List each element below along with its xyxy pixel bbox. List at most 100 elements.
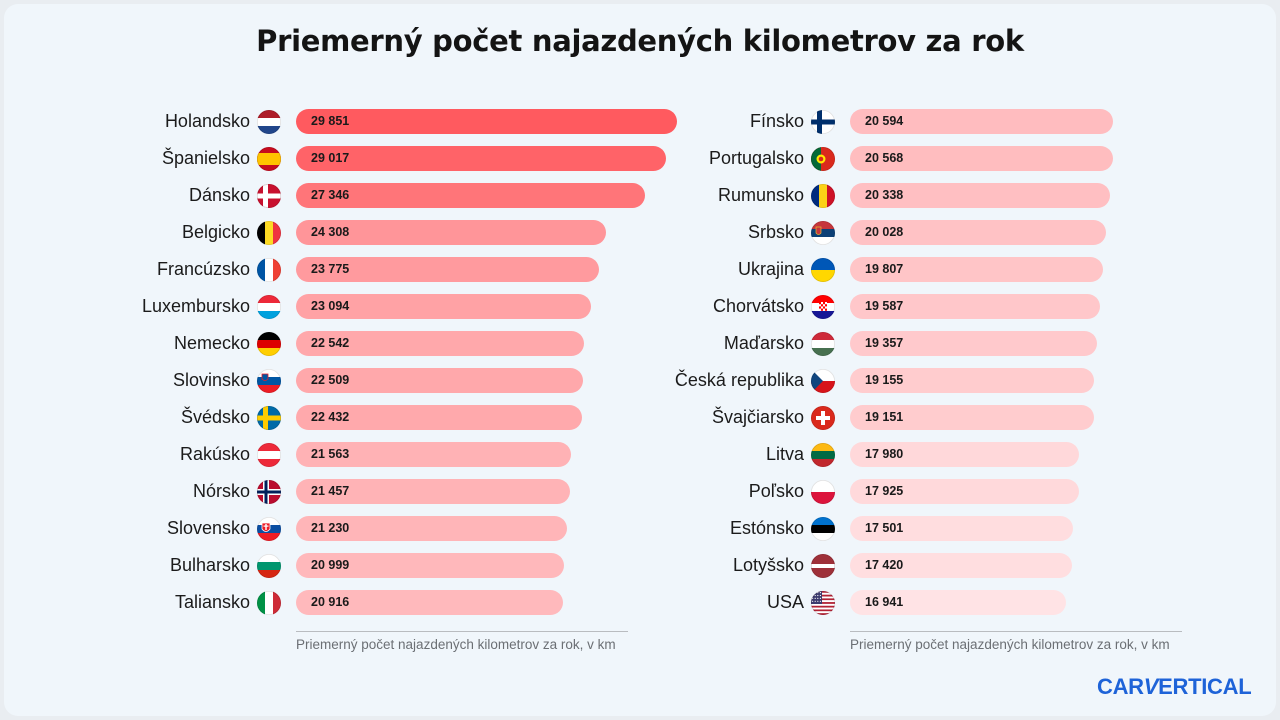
bar-value-label: 20 568 — [865, 151, 904, 165]
bar: 17 980 — [850, 442, 1079, 467]
bar: 29 851 — [296, 109, 677, 134]
bar-value-label: 19 151 — [865, 410, 904, 424]
country-label: Ukrajina — [737, 259, 804, 279]
at-flag-icon — [256, 442, 282, 468]
bar: 21 230 — [296, 516, 567, 541]
country-label: Rakúsko — [179, 444, 250, 464]
bar: 20 568 — [850, 146, 1113, 171]
bar: 21 457 — [296, 479, 570, 504]
bar-value-label: 17 980 — [865, 447, 904, 461]
country-label: Lotyšsko — [732, 555, 804, 575]
country-label: Slovinsko — [172, 370, 250, 390]
bar: 19 587 — [850, 294, 1100, 319]
bar-value-label: 20 999 — [311, 558, 350, 572]
bg-flag-icon — [256, 553, 282, 579]
hu-flag-icon — [810, 331, 836, 357]
bar-value-label: 20 594 — [865, 114, 904, 128]
bar: 29 017 — [296, 146, 666, 171]
se-flag-icon — [256, 405, 282, 431]
bar: 16 941 — [850, 590, 1066, 615]
country-label: Holandsko — [164, 111, 250, 131]
country-label: Španielsko — [161, 148, 250, 168]
bar-value-label: 19 357 — [865, 336, 904, 350]
bar-value-label: 27 346 — [311, 188, 350, 202]
country-label: Luxembursko — [141, 296, 250, 316]
country-label: Švajčiarsko — [711, 407, 804, 427]
bar: 23 094 — [296, 294, 591, 319]
cz-flag-icon — [810, 368, 836, 394]
bar-value-label: 17 501 — [865, 521, 904, 535]
ua-flag-icon — [810, 257, 836, 283]
bar: 19 151 — [850, 405, 1094, 430]
bar: 27 346 — [296, 183, 645, 208]
country-label: Estónsko — [729, 518, 804, 538]
bar: 20 594 — [850, 109, 1113, 134]
country-label: USA — [766, 592, 804, 612]
right-axis-line — [850, 631, 1182, 632]
country-label: Chorvátsko — [712, 296, 804, 316]
bar-value-label: 20 338 — [865, 188, 904, 202]
bar-value-label: 22 432 — [311, 410, 350, 424]
bar: 20 916 — [296, 590, 563, 615]
country-label: Poľsko — [748, 481, 804, 501]
country-label: Rumunsko — [717, 185, 804, 205]
bar: 17 501 — [850, 516, 1073, 541]
bar-value-label: 19 807 — [865, 262, 904, 276]
dk-flag-icon — [256, 183, 282, 209]
bar-value-label: 23 775 — [311, 262, 350, 276]
hr-flag-icon — [810, 294, 836, 320]
bar-value-label: 17 420 — [865, 558, 904, 572]
bar-value-label: 22 509 — [311, 373, 350, 387]
ro-flag-icon — [810, 183, 836, 209]
country-label: Fínsko — [749, 111, 804, 131]
bar-value-label: 21 230 — [311, 521, 350, 535]
country-label: Maďarsko — [723, 333, 804, 353]
bar-value-label: 23 094 — [311, 299, 350, 313]
lt-flag-icon — [810, 442, 836, 468]
bar-value-label: 22 542 — [311, 336, 350, 350]
left-axis-line — [296, 631, 628, 632]
country-label: Portugalsko — [708, 148, 804, 168]
country-label: Dánsko — [188, 185, 250, 205]
rs-flag-icon — [810, 220, 836, 246]
bar: 19 155 — [850, 368, 1094, 393]
bar: 17 925 — [850, 479, 1079, 504]
chart-title: Priemerný počet najazdených kilometrov z… — [256, 24, 1024, 58]
bar: 20 028 — [850, 220, 1106, 245]
de-flag-icon — [256, 331, 282, 357]
bar: 24 308 — [296, 220, 606, 245]
bar-value-label: 24 308 — [311, 225, 350, 239]
bar-value-label: 29 017 — [311, 151, 350, 165]
bar: 17 420 — [850, 553, 1072, 578]
country-label: Francúzsko — [156, 259, 250, 279]
bar: 19 357 — [850, 331, 1097, 356]
es-flag-icon — [256, 146, 282, 172]
ch-flag-icon — [810, 405, 836, 431]
bar-value-label: 17 925 — [865, 484, 904, 498]
bar-value-label: 19 155 — [865, 373, 904, 387]
bar-value-label: 20 028 — [865, 225, 904, 239]
left-axis-label: Priemerný počet najazdených kilometrov z… — [296, 637, 616, 652]
si-flag-icon — [256, 368, 282, 394]
country-label: Nemecko — [173, 333, 250, 353]
bar: 22 432 — [296, 405, 582, 430]
pt-flag-icon — [810, 146, 836, 172]
be-flag-icon — [256, 220, 282, 246]
country-label: Belgicko — [181, 222, 250, 242]
country-label: Taliansko — [174, 592, 250, 612]
country-label: Litva — [765, 444, 804, 464]
country-label: Bulharsko — [169, 555, 250, 575]
bar: 22 542 — [296, 331, 584, 356]
carvertical-logo: CARVERTICAL — [1097, 674, 1252, 699]
bar: 20 338 — [850, 183, 1110, 208]
bar-value-label: 19 587 — [865, 299, 904, 313]
sk-flag-icon — [256, 516, 282, 542]
bar-value-label: 20 916 — [311, 595, 350, 609]
country-label: Nórsko — [192, 481, 250, 501]
us-flag-icon — [810, 590, 836, 616]
country-label: Slovensko — [166, 518, 250, 538]
bar: 21 563 — [296, 442, 571, 467]
bar-value-label: 16 941 — [865, 595, 904, 609]
country-label: Srbsko — [747, 222, 804, 242]
bar: 22 509 — [296, 368, 583, 393]
